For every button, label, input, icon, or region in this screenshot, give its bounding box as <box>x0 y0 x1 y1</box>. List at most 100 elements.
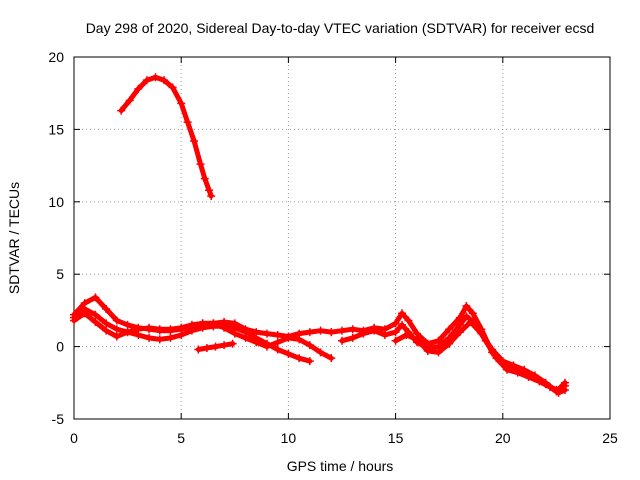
data-point <box>134 84 143 93</box>
series-arc-d <box>194 339 237 354</box>
data-point <box>398 309 407 318</box>
data-point <box>70 316 78 325</box>
data-point <box>196 160 205 169</box>
data-point <box>295 354 304 363</box>
data-point <box>455 320 464 329</box>
data-point <box>445 339 454 348</box>
data-point <box>220 341 229 350</box>
data-point <box>488 345 497 354</box>
data-point <box>177 99 186 108</box>
data-point <box>91 317 100 326</box>
data-point <box>262 342 271 351</box>
data-point <box>220 323 229 332</box>
data-point <box>183 118 192 127</box>
data-series <box>70 73 569 397</box>
data-point <box>166 325 175 334</box>
chart-title: Day 298 of 2020, Sidereal Day-to-day VTE… <box>86 20 595 36</box>
data-point <box>160 76 169 85</box>
data-point <box>380 331 389 340</box>
data-point <box>520 365 529 374</box>
data-point <box>177 323 186 332</box>
data-point <box>445 325 454 334</box>
data-point <box>295 335 304 344</box>
data-point <box>80 309 89 318</box>
data-point <box>338 326 346 335</box>
data-point <box>462 312 471 321</box>
data-point <box>151 73 160 82</box>
data-point <box>112 332 121 341</box>
data-point <box>560 378 569 387</box>
data-point <box>177 331 186 340</box>
data-point <box>273 345 282 354</box>
data-point <box>391 319 400 328</box>
data-point <box>284 349 293 358</box>
x-tick-label: 15 <box>388 430 404 446</box>
data-point <box>477 329 486 338</box>
x-tick-label: 10 <box>281 430 297 446</box>
data-point <box>498 357 507 366</box>
data-point <box>155 335 164 344</box>
y-tick-label: -5 <box>52 411 65 427</box>
data-point <box>200 174 209 183</box>
data-point <box>530 371 539 380</box>
series-arc-high <box>117 73 216 201</box>
data-point <box>166 333 175 342</box>
data-point <box>112 316 121 325</box>
data-point <box>112 325 121 334</box>
data-point <box>102 304 111 313</box>
data-point <box>102 326 111 335</box>
y-tick-label: 10 <box>48 194 64 210</box>
data-point <box>468 309 477 318</box>
data-point <box>228 339 237 348</box>
data-point <box>305 357 314 366</box>
data-point <box>241 333 250 342</box>
data-point <box>145 323 154 332</box>
data-point <box>391 336 400 345</box>
data-point <box>194 345 203 354</box>
y-axis-label: SDTVAR / TECUs <box>6 182 22 294</box>
data-point <box>455 328 464 337</box>
data-point <box>230 329 239 338</box>
data-point <box>205 186 214 195</box>
series-arc-c <box>70 309 336 363</box>
data-point <box>552 387 561 396</box>
data-point <box>209 319 218 328</box>
data-point <box>142 76 151 85</box>
data-point <box>404 316 413 325</box>
data-point <box>509 361 518 370</box>
data-point <box>413 335 422 344</box>
data-point <box>398 320 407 329</box>
x-tick-label: 25 <box>602 430 618 446</box>
data-point <box>402 331 411 340</box>
data-point <box>252 338 261 347</box>
data-point <box>327 354 336 363</box>
y-tick-label: 15 <box>48 121 64 137</box>
data-point <box>155 325 164 334</box>
x-tick-label: 20 <box>495 430 511 446</box>
data-point <box>168 83 177 92</box>
data-point <box>123 320 132 329</box>
data-point <box>462 302 471 311</box>
data-point <box>187 320 196 329</box>
data-point <box>560 386 569 395</box>
y-tick-label: 0 <box>56 339 64 355</box>
data-point <box>316 326 325 335</box>
data-point <box>123 328 132 337</box>
data-point <box>370 326 379 335</box>
grid-lines <box>74 57 610 419</box>
y-tick-label: 20 <box>48 49 64 65</box>
data-point <box>190 136 199 145</box>
x-tick-label: 0 <box>70 430 78 446</box>
data-point <box>391 328 400 337</box>
series-arc-g <box>391 317 569 396</box>
data-point <box>91 310 100 319</box>
data-point <box>434 348 443 357</box>
data-point <box>316 348 325 357</box>
data-point <box>134 325 143 334</box>
data-point <box>273 338 282 347</box>
data-point <box>503 365 512 374</box>
data-point <box>117 106 126 115</box>
plot-frame <box>73 56 611 420</box>
data-point <box>262 329 271 338</box>
